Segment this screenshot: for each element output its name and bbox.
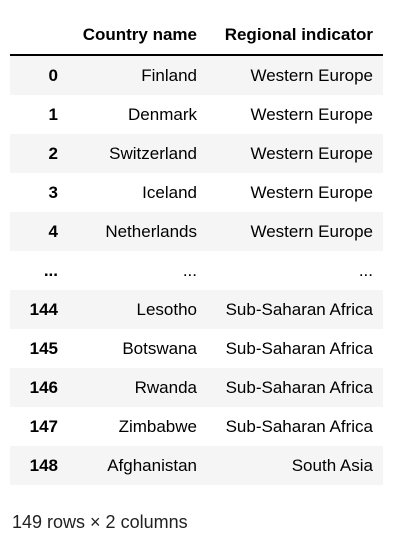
country-cell: Netherlands: [105, 221, 197, 241]
table-body: 0 Finland Western Europe 1 Denmark Weste…: [10, 55, 383, 485]
country-cell: Rwanda: [134, 377, 197, 397]
table-row: 1 Denmark Western Europe: [10, 95, 383, 134]
region-cell: Sub-Saharan Africa: [225, 416, 373, 436]
row-index: 1: [48, 104, 58, 124]
country-cell: Afghanistan: [107, 455, 197, 475]
table-row: 0 Finland Western Europe: [10, 55, 383, 95]
country-cell: Finland: [141, 65, 197, 85]
table-row: 3 Iceland Western Europe: [10, 173, 383, 212]
row-index: 4: [48, 221, 58, 241]
row-index: 146: [29, 377, 58, 397]
dataframe-shape-label: 149 rows × 2 columns: [12, 512, 188, 532]
table-row: 145 Botswana Sub-Saharan Africa: [10, 329, 383, 368]
row-index: 0: [48, 65, 58, 85]
country-cell: Botswana: [122, 338, 197, 358]
column-header-regional-indicator: Regional indicator: [207, 16, 383, 56]
dataframe-table: Country name Regional indicator 0 Finlan…: [10, 16, 383, 485]
country-cell: Switzerland: [109, 143, 197, 163]
country-cell: Iceland: [142, 182, 197, 202]
row-index: 2: [48, 143, 58, 163]
header-row: Country name Regional indicator: [10, 16, 383, 56]
country-cell: Zimbabwe: [118, 416, 197, 436]
region-cell: Western Europe: [250, 104, 373, 124]
row-index: 144: [29, 299, 58, 319]
region-cell: Sub-Saharan Africa: [225, 338, 373, 358]
column-header-country-name: Country name: [68, 16, 207, 56]
row-index: 3: [48, 182, 58, 202]
region-cell: Sub-Saharan Africa: [225, 377, 373, 397]
table-row: 146 Rwanda Sub-Saharan Africa: [10, 368, 383, 407]
table-header: Country name Regional indicator: [10, 16, 383, 56]
index-header: [10, 16, 68, 56]
dataframe-output: Country name Regional indicator 0 Finlan…: [10, 16, 383, 485]
table-row: 2 Switzerland Western Europe: [10, 134, 383, 173]
country-cell: Lesotho: [136, 299, 198, 319]
row-index: 148: [29, 455, 58, 475]
row-index: 147: [29, 416, 58, 436]
region-cell: Western Europe: [250, 65, 373, 85]
table-row: 148 Afghanistan South Asia: [10, 446, 383, 485]
region-cell: ...: [358, 260, 373, 280]
region-cell: Western Europe: [250, 182, 373, 202]
table-row: 144 Lesotho Sub-Saharan Africa: [10, 290, 383, 329]
row-index: 145: [29, 338, 58, 358]
country-cell: ...: [182, 260, 197, 280]
row-index: ...: [43, 260, 58, 280]
country-cell: Denmark: [128, 104, 197, 124]
region-cell: Sub-Saharan Africa: [225, 299, 373, 319]
region-cell: Western Europe: [250, 221, 373, 241]
table-row: 4 Netherlands Western Europe: [10, 212, 383, 251]
region-cell: Western Europe: [250, 143, 373, 163]
table-row: 147 Zimbabwe Sub-Saharan Africa: [10, 407, 383, 446]
region-cell: South Asia: [291, 455, 373, 475]
ellipsis-row: ... ... ...: [10, 251, 383, 290]
